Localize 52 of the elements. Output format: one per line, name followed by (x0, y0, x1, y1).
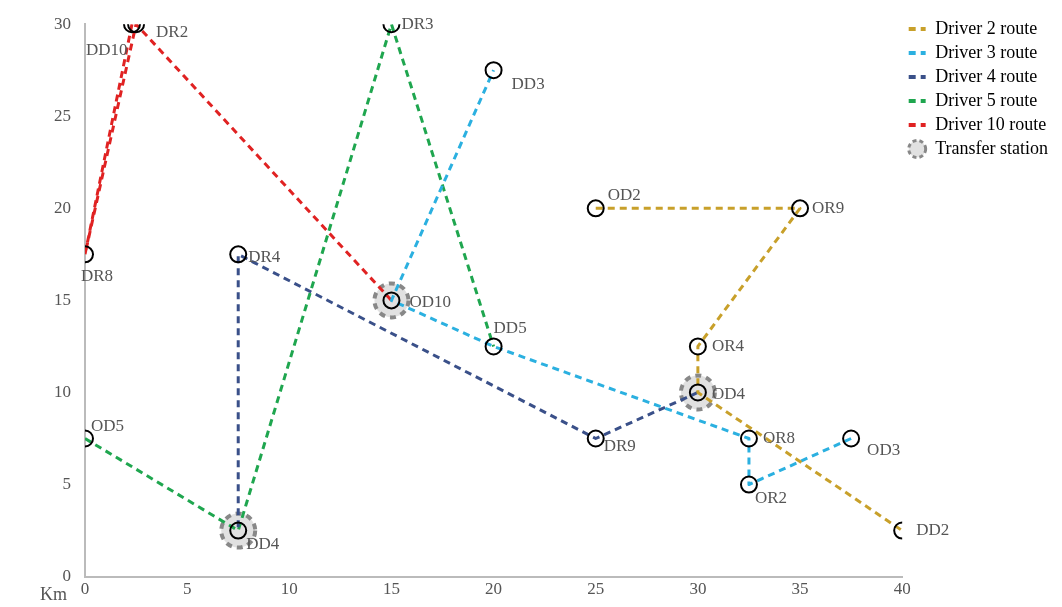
point (688, 337, 707, 356)
legend-label: Driver 3 route (935, 41, 1038, 62)
legend-label: Driver 10 route (935, 113, 1047, 134)
y-tick-label: 0 (62, 566, 71, 586)
point (586, 429, 605, 448)
annotation: OD4 (711, 383, 746, 403)
y-tick-label: 15 (54, 289, 71, 309)
annotation: DD3 (511, 73, 545, 93)
x-tick-label: 15 (382, 579, 400, 599)
point (229, 245, 248, 264)
legend-label: Driver 4 route (935, 65, 1038, 86)
x-tick-label: 35 (791, 579, 809, 599)
y-tick-label: 30 (54, 13, 71, 33)
y-tick-label: 10 (54, 381, 71, 401)
annotation: DR4 (248, 246, 281, 266)
annotation: OR8 (762, 427, 796, 447)
x-tick-label: 5 (182, 579, 192, 599)
point (842, 429, 861, 448)
annotation: DD10 (85, 39, 128, 59)
point (484, 61, 503, 80)
annotation: OD5 (91, 415, 125, 435)
point (739, 429, 758, 448)
legend-label: Transfer station (935, 137, 1048, 158)
legend-label: Driver 5 route (935, 89, 1038, 110)
annotation: DR3 (401, 13, 434, 33)
x-tick-label: 30 (689, 579, 707, 599)
point (484, 337, 503, 356)
x-tick-label: 20 (485, 579, 503, 599)
annotation: DD4 (246, 534, 280, 554)
annotation: OR9 (812, 197, 845, 217)
legend-label: Driver 2 route (935, 17, 1038, 38)
annotation: DR8 (81, 265, 114, 285)
x-tick-label: 25 (587, 579, 605, 599)
x-axis-title: Km (40, 584, 67, 605)
annotation: OD3 (867, 439, 901, 459)
point (739, 475, 758, 494)
point (791, 199, 810, 218)
annotation: DR2 (156, 21, 189, 41)
annotation: OR2 (754, 488, 788, 507)
annotation: OD2 (607, 184, 641, 204)
point (586, 199, 605, 218)
y-tick-label: 5 (62, 474, 71, 493)
annotation: DD2 (916, 520, 950, 540)
x-tick-label: 40 (893, 579, 911, 599)
x-tick-label: 0 (80, 579, 90, 599)
annotation: DR9 (603, 435, 636, 455)
annotation: OD10 (409, 291, 451, 311)
annotation: OR4 (711, 335, 745, 355)
annotation: DD5 (493, 317, 527, 337)
x-tick-label: 10 (280, 579, 298, 599)
y-tick-label: 25 (54, 105, 71, 125)
y-tick-label: 20 (54, 197, 71, 217)
